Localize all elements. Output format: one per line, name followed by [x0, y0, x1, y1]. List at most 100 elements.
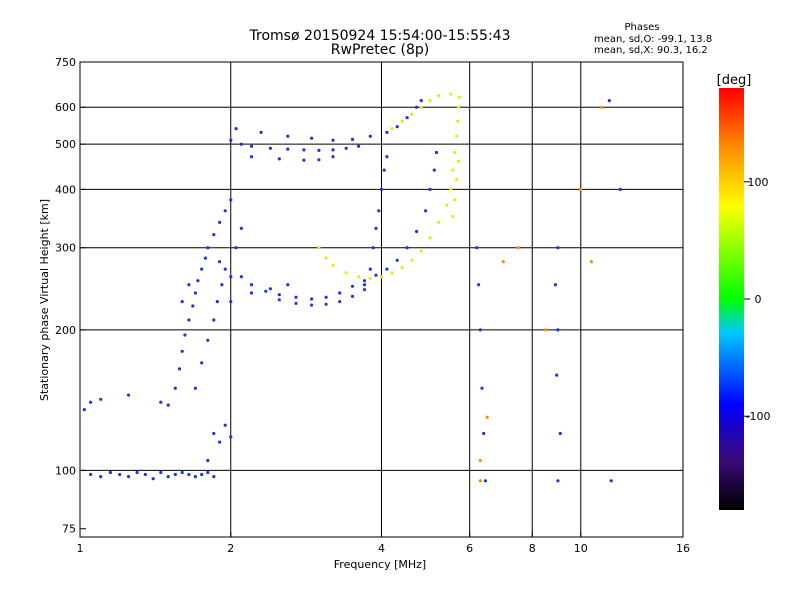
data-point — [390, 271, 394, 275]
data-point — [234, 246, 238, 250]
x-tick-label: 4 — [378, 542, 385, 555]
phase-legend: Phases mean, sd,O: -99.1, 13.8 mean, sd,… — [594, 22, 712, 56]
data-point — [180, 300, 184, 304]
x-tick-label: 10 — [574, 542, 588, 555]
data-point — [483, 479, 487, 483]
colorbar: [deg] 100 0 -100 — [717, 73, 770, 510]
data-point — [453, 198, 457, 202]
data-point — [405, 116, 409, 120]
data-point — [350, 284, 355, 288]
x-tick-label: 2 — [227, 542, 234, 555]
chart-title: Tromsø 20150924 15:54:00-15:55:43 — [249, 28, 511, 44]
data-point — [212, 431, 216, 436]
data-point — [126, 393, 131, 397]
data-point — [368, 267, 372, 271]
data-point — [456, 105, 461, 109]
legend-line-o: mean, sd,O: -99.1, 13.8 — [594, 34, 712, 45]
data-point — [215, 300, 219, 304]
data-point — [218, 260, 222, 264]
data-point — [501, 260, 505, 264]
data-point — [89, 472, 93, 477]
data-point — [368, 276, 372, 280]
data-point — [374, 226, 378, 230]
data-point — [480, 386, 484, 390]
data-point — [385, 267, 389, 271]
x-tick-label: 1 — [77, 542, 84, 555]
data-point — [187, 283, 191, 287]
data-point — [229, 435, 233, 439]
data-point — [206, 338, 210, 342]
data-point — [455, 134, 459, 138]
data-point — [428, 99, 432, 103]
data-point — [302, 158, 306, 162]
data-point — [377, 209, 381, 213]
data-point — [220, 283, 224, 287]
data-point — [277, 298, 281, 302]
data-point — [415, 229, 419, 234]
data-point — [218, 220, 222, 224]
data-point — [415, 105, 419, 109]
data-point — [331, 155, 335, 159]
data-point — [187, 318, 191, 322]
colorbar-tick-label: 0 — [755, 293, 762, 306]
data-point — [229, 300, 233, 304]
data-point — [206, 246, 210, 250]
data-point — [432, 168, 436, 172]
data-point — [302, 148, 306, 152]
data-point — [286, 147, 290, 151]
data-point — [455, 177, 459, 182]
data-point — [286, 134, 290, 138]
data-point — [457, 95, 461, 99]
data-point — [556, 328, 560, 332]
y-axis-label: Stationary phase Virtual Height [km] — [38, 199, 51, 401]
data-point — [475, 246, 479, 250]
data-point — [317, 246, 321, 250]
data-point — [239, 226, 243, 230]
x-tick-label: 8 — [529, 542, 536, 555]
data-point — [310, 136, 314, 140]
data-point — [382, 168, 386, 172]
data-point — [405, 246, 409, 250]
data-point — [212, 475, 216, 479]
data-point — [118, 472, 122, 477]
y-tick-label: 100 — [55, 464, 76, 477]
data-point — [212, 318, 216, 322]
data-point — [177, 367, 182, 371]
x-axis-label: Frequency [MHz] — [334, 558, 426, 571]
data-point — [379, 275, 384, 279]
data-point — [259, 130, 263, 134]
data-point — [143, 472, 147, 477]
data-point — [579, 187, 583, 191]
colorbar-label: [deg] — [717, 73, 752, 88]
data-point — [99, 397, 103, 401]
legend-line-x: mean, sd,X: 90.3, 16.2 — [594, 45, 708, 56]
data-point — [200, 472, 204, 477]
y-tick-label: 75 — [62, 523, 76, 536]
data-point — [344, 146, 348, 150]
data-point — [99, 475, 103, 479]
data-point — [478, 479, 482, 483]
data-point — [362, 283, 367, 287]
data-point — [449, 187, 453, 191]
data-point — [338, 300, 342, 304]
data-points — [82, 92, 623, 483]
data-point — [453, 150, 457, 155]
data-point — [180, 349, 184, 353]
data-point — [555, 373, 559, 377]
data-point — [362, 288, 367, 292]
data-point — [180, 470, 184, 475]
data-point — [428, 236, 432, 240]
axis-ticks: 1 2 4 6 8 10 16 75 100 200 300 400 500 600 750 — [55, 56, 690, 555]
data-point — [350, 137, 355, 141]
data-point — [331, 148, 335, 152]
data-point — [193, 475, 197, 479]
data-point — [599, 105, 604, 109]
data-point — [324, 256, 328, 260]
data-point — [556, 246, 560, 250]
data-point — [206, 470, 210, 475]
data-point — [331, 263, 335, 267]
data-point — [310, 297, 314, 301]
data-point — [239, 275, 243, 279]
data-point — [385, 130, 389, 134]
data-point — [229, 275, 233, 279]
